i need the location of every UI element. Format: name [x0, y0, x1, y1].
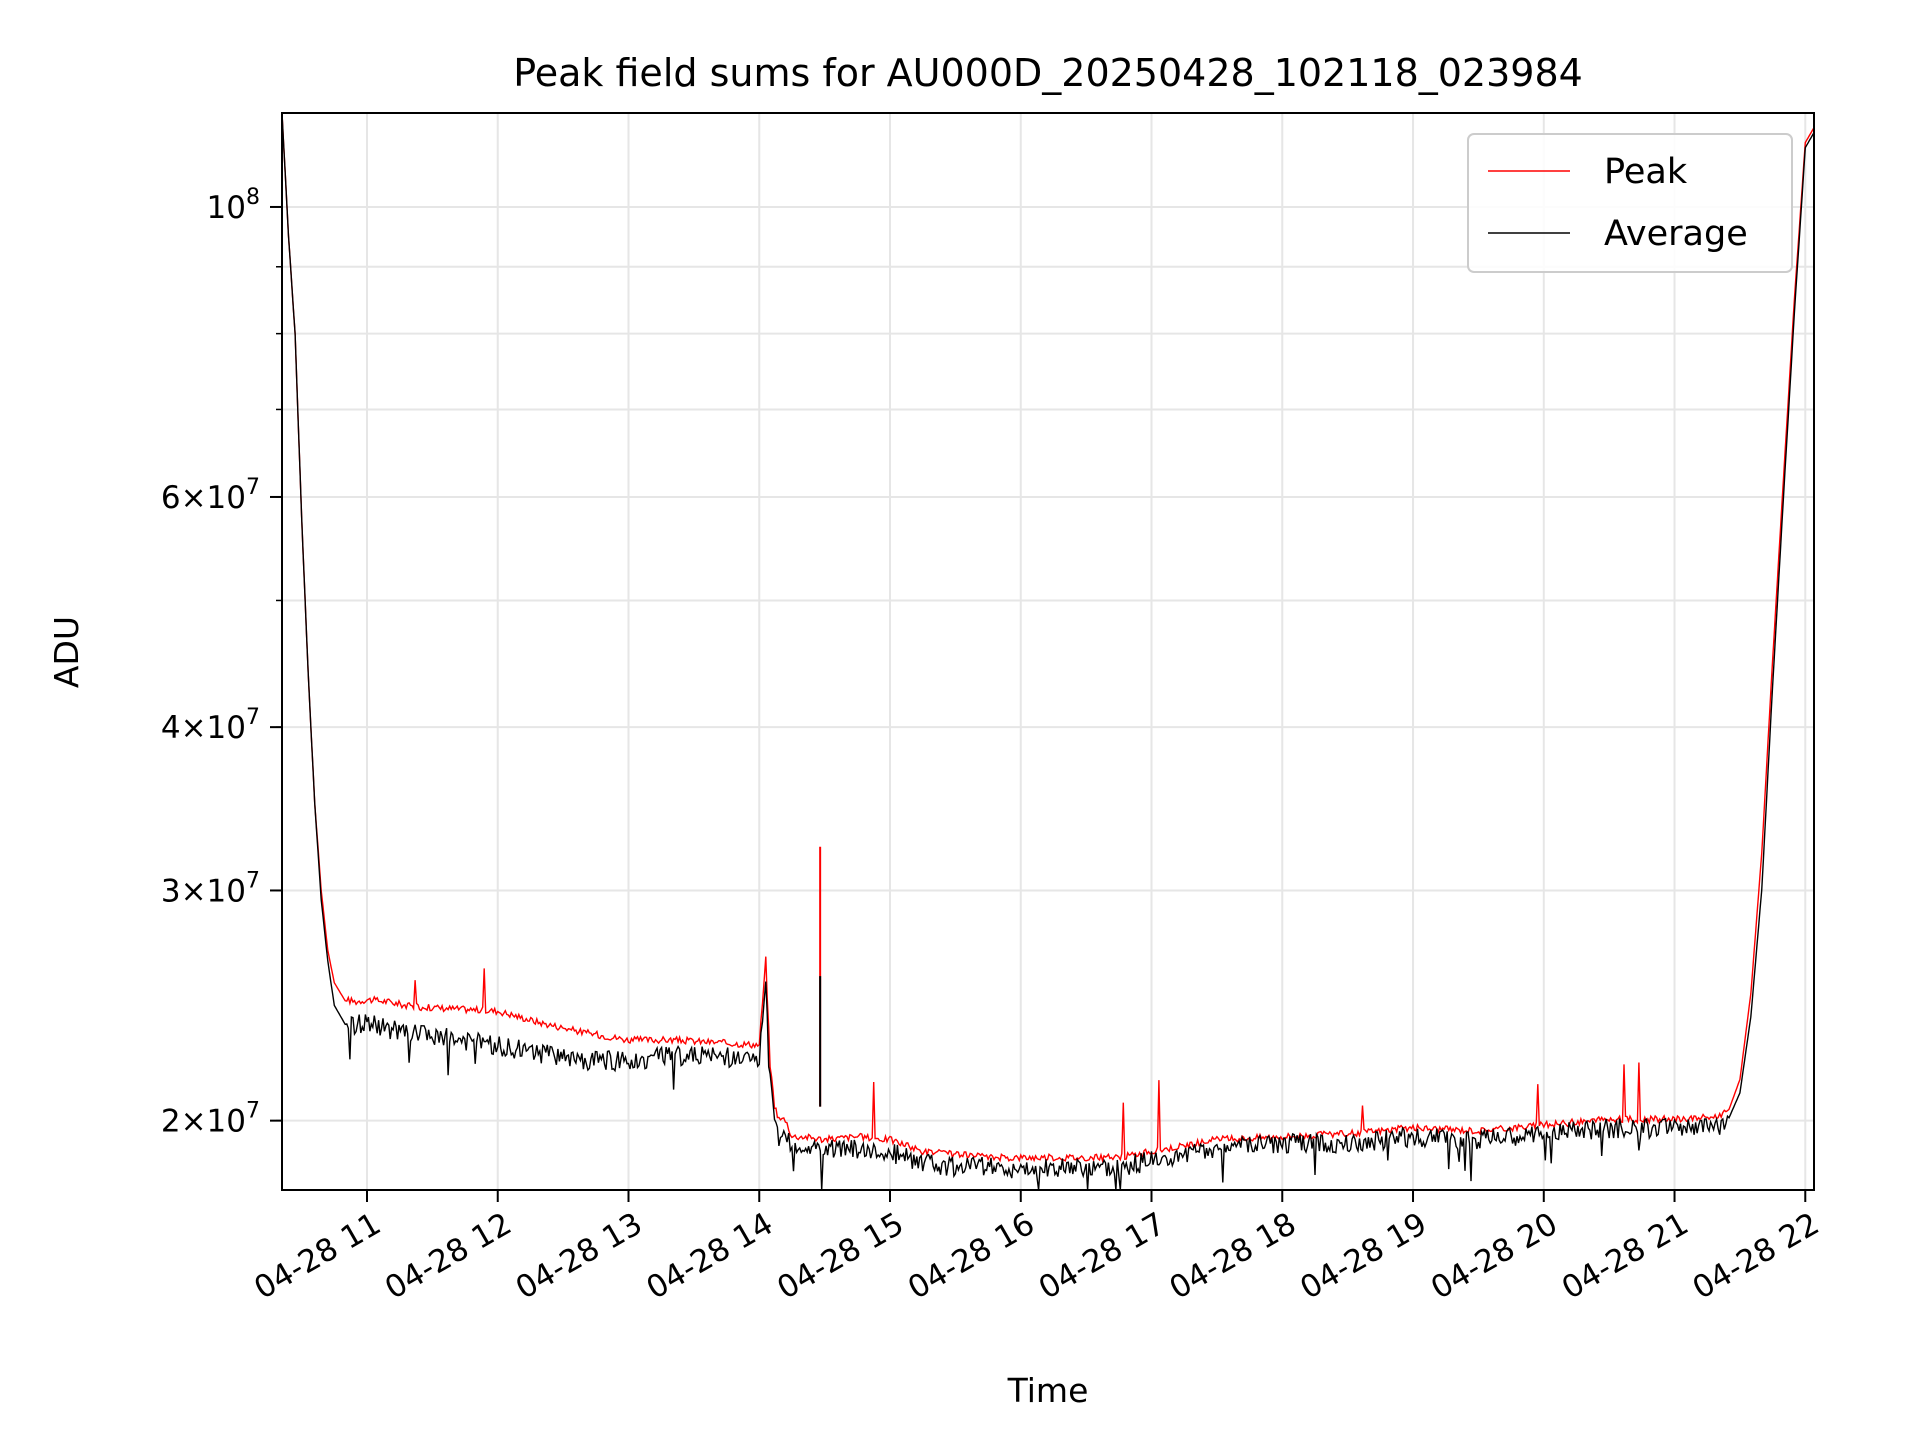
plot-frame — [281, 112, 1815, 1191]
y-tick-mantissa: 4 — [161, 710, 181, 746]
y-tick-exponent: 7 — [246, 868, 260, 893]
y-tick-times: ×10 — [181, 1104, 246, 1140]
y-tick-label: 3×107 — [161, 868, 260, 909]
series-line-peak — [281, 112, 1815, 1163]
y-tick-exponent: 7 — [246, 475, 260, 500]
y-tick-label: 2×107 — [161, 1099, 260, 1140]
y-tick-exponent: 8 — [246, 185, 260, 210]
y-tick-mantissa: 3 — [161, 873, 181, 909]
y-tick-mantissa: 6 — [161, 480, 181, 516]
y-tick-label: 4×107 — [161, 705, 260, 746]
x-axis-label: Time — [1007, 1371, 1089, 1410]
y-axis-label: ADU — [47, 616, 86, 688]
legend-label-peak: Peak — [1604, 152, 1688, 192]
y-tick-label: 6×107 — [161, 475, 260, 516]
legend: Peak Average — [1467, 133, 1793, 273]
series-line-average — [281, 112, 1815, 1191]
y-tick-times: ×10 — [181, 710, 246, 746]
y-tick-times: ×10 — [181, 873, 246, 909]
y-tick-exponent: 7 — [246, 1099, 260, 1124]
plot-lines — [281, 112, 1815, 1191]
legend-label-average: Average — [1604, 214, 1748, 254]
grid — [282, 113, 1814, 1190]
y-tick-label: 108 — [207, 185, 260, 226]
y-tick-mantissa: 2 — [161, 1104, 181, 1140]
y-tick-base: 10 — [207, 190, 246, 226]
y-tick-times: ×10 — [181, 480, 246, 516]
legend-box — [1467, 133, 1793, 273]
y-tick-exponent: 7 — [246, 705, 260, 730]
chart-title: Peak field sums for AU000D_20250428_1021… — [513, 51, 1583, 95]
